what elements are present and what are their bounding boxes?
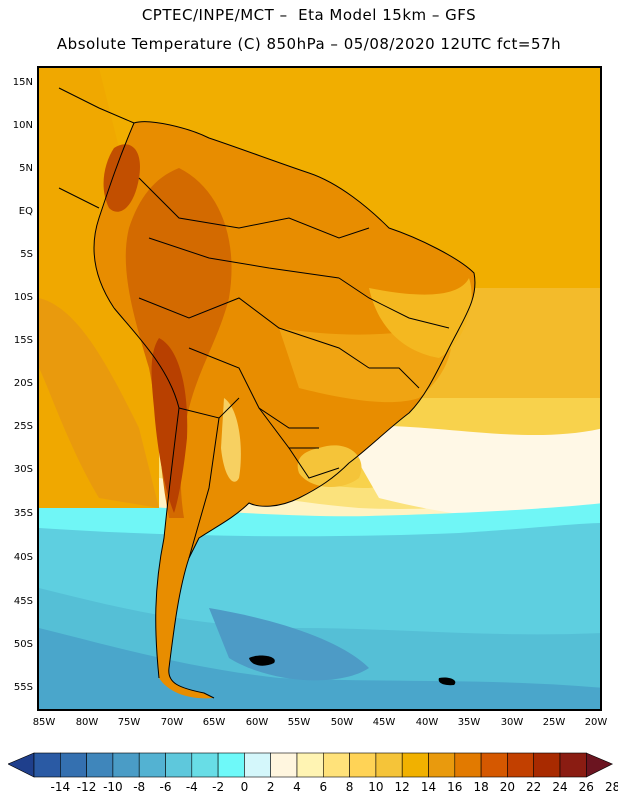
colorbar-cell [507, 752, 534, 778]
lon-label-60w: 60W [245, 717, 269, 728]
colorbar-cell [244, 752, 271, 778]
lat-label-55s: 55S [13, 682, 33, 693]
colorbar-tick-label: 12 [394, 780, 410, 794]
colorbar-cell [112, 752, 140, 778]
colorbar-cell [322, 752, 350, 778]
colorbar-tick-label: 18 [473, 780, 489, 794]
colorbar-tick-label: 16 [447, 780, 463, 794]
lat-label-10n: 10N [12, 120, 33, 131]
colorbar-tick-label: 10 [368, 780, 384, 794]
colorbar-cell [375, 752, 403, 778]
chart-title-line2: Absolute Temperature (C) 850hPa – 05/08/… [56, 35, 562, 53]
colorbar-tick-label: -4 [185, 780, 198, 794]
lon-label-70w: 70W [160, 717, 184, 728]
lat-label-5n: 5N [19, 163, 33, 174]
lon-label-25w: 25W [542, 717, 566, 728]
map-panel [37, 66, 602, 711]
colorbar-tick-label: -10 [103, 780, 123, 794]
colorbar-tick-label: -2 [212, 780, 225, 794]
colorbar-tick-label: 26 [578, 780, 594, 794]
lat-label-35s: 35S [13, 508, 33, 519]
colorbar-tick-label: 4 [293, 780, 301, 794]
lon-label-65w: 65W [202, 717, 226, 728]
colorbar [8, 752, 614, 778]
lat-label-45s: 45S [13, 596, 33, 607]
colorbar-cell [138, 752, 166, 778]
lon-label-35w: 35W [457, 717, 481, 728]
colorbar-tick-label: 20 [499, 780, 516, 794]
lat-label-50s: 50S [13, 639, 33, 650]
colorbar-cell [454, 752, 482, 778]
temperature-field [39, 68, 600, 709]
colorbar-tick-label: -12 [76, 780, 97, 794]
lat-label-15n: 15N [12, 77, 33, 88]
colorbar-cell [33, 752, 61, 778]
lon-label-20w: 20W [584, 717, 608, 728]
lat-label-20s: 20S [13, 378, 33, 389]
colorbar-tick-label: -8 [133, 780, 146, 794]
lon-label-30w: 30W [500, 717, 524, 728]
colorbar-tick-label: 22 [526, 780, 542, 794]
lat-label-40s: 40S [13, 552, 33, 563]
lat-label-30s: 30S [13, 464, 33, 475]
colorbar-cell [59, 752, 87, 778]
lon-label-45w: 45W [372, 717, 396, 728]
colorbar-cell [270, 752, 298, 778]
lon-label-85w: 85W [32, 717, 56, 728]
colorbar-cell [349, 752, 377, 778]
lon-label-50w: 50W [330, 717, 354, 728]
colorbar-cell [86, 752, 114, 778]
lat-label-eq: EQ [18, 206, 33, 217]
colorbar-tick-label: 24 [552, 780, 568, 794]
colorbar-cell [401, 752, 429, 778]
colorbar-cell [165, 752, 193, 778]
colorbar-tick-label: 8 [345, 780, 354, 794]
colorbar-cell [533, 752, 561, 778]
lat-label-25s: 25S [13, 421, 33, 432]
colorbar-cell [296, 752, 324, 778]
lat-label-10s: 10S [13, 292, 33, 303]
chart-title-line1: CPTEC/INPE/MCT – Eta Model 15km – GFS [141, 6, 477, 24]
lon-label-75w: 75W [117, 717, 141, 728]
colorbar-tick-label: 0 [240, 780, 249, 794]
colorbar-tick-label: -6 [159, 780, 172, 794]
colorbar-cell [559, 752, 587, 778]
colorbar-tick-label: 6 [319, 780, 328, 794]
lat-label-15s: 15S [13, 335, 33, 346]
colorbar-cell [480, 752, 508, 778]
colorbar-tick-label: 14 [420, 780, 437, 794]
colorbar-cell [217, 752, 245, 778]
colorbar-tick-label: -14 [50, 780, 71, 794]
lat-label-5s: 5S [20, 249, 33, 260]
colorbar-cell [428, 752, 456, 778]
colorbar-tick-label: 2 [266, 780, 275, 794]
lon-label-80w: 80W [75, 717, 99, 728]
colorbar-cell [191, 752, 219, 778]
lon-label-55w: 55W [287, 717, 311, 728]
colorbar-low-arrow [8, 752, 35, 778]
colorbar-tick-label: 28 [604, 780, 618, 794]
colorbar-high-arrow [585, 752, 614, 778]
lon-label-40w: 40W [415, 717, 439, 728]
